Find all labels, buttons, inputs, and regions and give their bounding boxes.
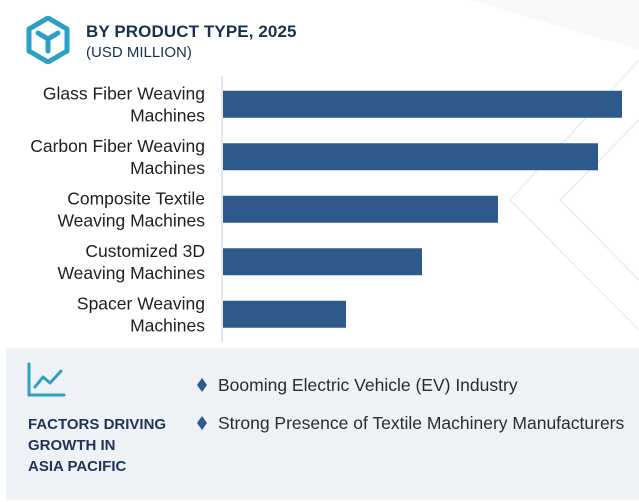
cube-icon [26, 16, 70, 64]
category-label-line: Composite Textile [67, 188, 205, 208]
factors-title: FACTORS DRIVING GROWTH IN ASIA PACIFIC [28, 414, 188, 477]
category-label-line: Spacer Weaving [77, 293, 205, 313]
category-label-line: Weaving Machines [57, 210, 205, 230]
line-chart-icon [27, 362, 66, 397]
chart-subtitle: (USD MILLION) [86, 44, 192, 61]
category-label: Glass Fiber Weaving Machines [43, 83, 205, 125]
bar [223, 248, 422, 276]
bar [223, 195, 498, 223]
factors-panel: FACTORS DRIVING GROWTH IN ASIA PACIFIC B… [6, 348, 639, 500]
category-label-line: Glass Fiber Weaving [43, 83, 205, 103]
category-label: Customized 3D Weaving Machines [57, 241, 205, 283]
bar [223, 143, 598, 171]
bar [223, 90, 622, 118]
factor-item: Strong Presence of Textile Machinery Man… [196, 410, 636, 436]
category-label-line: Customized 3D [85, 241, 205, 261]
diamond-icon [197, 416, 207, 430]
category-label-line: Machines [130, 158, 205, 178]
diamond-icon [197, 378, 207, 392]
category-label-line: Weaving Machines [57, 263, 205, 283]
factor-text: Strong Presence of Textile Machinery Man… [218, 413, 625, 433]
factor-item: Booming Electric Vehicle (EV) Industry [196, 372, 636, 398]
factors-title-line: GROWTH IN [28, 437, 116, 454]
factors-title-line: FACTORS DRIVING [28, 416, 167, 433]
category-label-line: Machines [130, 315, 205, 335]
category-label-line: Carbon Fiber Weaving [30, 136, 205, 156]
category-label: Spacer Weaving Machines [77, 293, 205, 335]
category-label: Carbon Fiber Weaving Machines [30, 136, 205, 178]
chart-header: BY PRODUCT TYPE, 2025 (USD MILLION) [24, 16, 424, 72]
category-label-line: Machines [130, 105, 205, 125]
chart-title: BY PRODUCT TYPE, 2025 [86, 22, 297, 41]
factors-title-line: ASIA PACIFIC [28, 458, 127, 475]
factor-text: Booming Electric Vehicle (EV) Industry [218, 375, 518, 395]
factor-list: Booming Electric Vehicle (EV) Industry S… [196, 372, 636, 448]
bar [223, 300, 346, 328]
category-label: Composite Textile Weaving Machines [57, 188, 205, 230]
